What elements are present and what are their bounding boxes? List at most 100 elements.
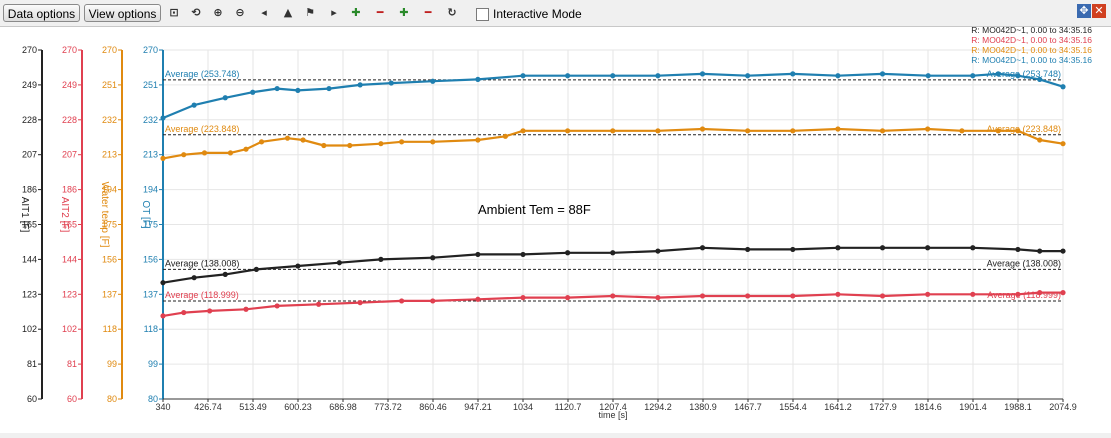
y-tick-label-water: 80 <box>107 394 117 404</box>
data-point-water <box>399 139 405 145</box>
data-point-ot <box>565 73 571 79</box>
remove-y-cursor-icon[interactable]: ━ <box>424 6 432 19</box>
x-axis-title: time [s] <box>598 410 627 420</box>
y-tick-label-ait1: 249 <box>22 80 37 90</box>
x-tick-label: 513.49 <box>239 402 267 412</box>
data-point-ait1 <box>475 251 481 258</box>
data-point-ait2 <box>835 291 841 297</box>
data-point-ait1 <box>699 245 706 251</box>
data-point-ait2 <box>274 303 280 309</box>
data-point-water <box>835 126 841 132</box>
data-point-ot <box>430 78 436 84</box>
data-point-ait2 <box>357 300 363 306</box>
move-icon[interactable]: ✥ <box>1077 4 1091 18</box>
y-tick-label-ot: 251 <box>143 80 158 90</box>
y-tick-label-ait2: 249 <box>62 80 77 90</box>
legend-entry: R: MO042D~1, 0.00 to 34:35.16 <box>971 27 1092 35</box>
data-point-ait1 <box>790 246 796 253</box>
data-point-ait2 <box>655 295 661 301</box>
zoom-reset-icon[interactable]: ⟲ <box>191 6 201 19</box>
x-tick-label: 773.72 <box>374 402 402 412</box>
data-point-ait1 <box>970 245 976 251</box>
x-tick-label: 1641.2 <box>824 402 852 412</box>
zoom-in-icon[interactable]: ⊕ <box>213 6 223 19</box>
data-point-ait2 <box>699 293 706 299</box>
data-point-ait2 <box>1060 290 1066 296</box>
y-tick-label-ait1: 60 <box>27 394 37 404</box>
data-point-water <box>258 139 265 145</box>
x-tick-label: 1380.9 <box>689 402 717 412</box>
zoom-box-icon[interactable]: ⊡ <box>169 6 179 19</box>
data-point-ot <box>295 87 301 94</box>
data-point-water <box>790 128 796 134</box>
x-tick-label: 1554.4 <box>779 402 807 412</box>
data-point-ait2 <box>745 293 751 299</box>
pan-left-icon[interactable]: ◂ <box>261 6 267 19</box>
data-point-water <box>1037 137 1043 143</box>
play-forward-icon[interactable]: ▸ <box>331 6 337 19</box>
x-tick-label: 947.21 <box>464 402 492 412</box>
average-label-right-water: Average (223.848) <box>987 124 1061 134</box>
y-tick-label-water: 194 <box>102 185 117 195</box>
data-point-ait2 <box>160 313 166 319</box>
data-point-water <box>925 126 931 132</box>
data-point-ait2 <box>1015 291 1021 297</box>
toolbar: Data options View options ⊡ ⟲ ⊕ ⊖ ◂ ▲ ⚑ … <box>0 0 1111 27</box>
remove-x-cursor-icon[interactable]: ━ <box>376 6 384 19</box>
legend-entry: R: MO042D~1, 0.00 to 34:35.16 <box>971 45 1092 55</box>
x-tick-label: 340 <box>155 402 170 412</box>
data-point-ait1 <box>655 248 661 254</box>
view-options-button[interactable]: View options <box>84 4 161 22</box>
y-tick-label-ait1: 270 <box>22 45 37 55</box>
zoom-out-icon[interactable]: ⊖ <box>235 6 245 19</box>
data-point-ait1 <box>191 275 197 281</box>
y-tick-label-ait1: 81 <box>27 359 37 369</box>
data-point-water <box>243 146 249 152</box>
add-y-cursor-icon[interactable]: ✚ <box>399 6 409 19</box>
refresh-icon[interactable]: ↻ <box>447 6 457 19</box>
y-tick-label-ot: 118 <box>144 324 158 334</box>
x-tick-label: 426.74 <box>194 402 222 412</box>
data-point-water <box>430 139 436 145</box>
x-tick-label: 1034 <box>513 402 533 412</box>
data-point-ait1 <box>295 263 301 269</box>
y-axis-title-ot: OT [F] <box>140 200 151 228</box>
data-point-ot <box>1037 76 1043 82</box>
average-label-right-ot: Average (253.748) <box>987 69 1061 79</box>
y-axis-title-ait2: AIT2 [F] <box>59 197 70 233</box>
y-tick-label-ait2: 123 <box>62 289 77 299</box>
interactive-mode-checkbox[interactable] <box>476 7 489 21</box>
average-label-right-ait1: Average (138.008) <box>987 258 1061 268</box>
y-tick-label-ot: 232 <box>143 115 158 125</box>
y-tick-label-water: 232 <box>102 115 117 125</box>
average-label-ot: Average (253.748) <box>165 69 239 79</box>
data-point-water <box>1060 141 1066 147</box>
y-tick-label-ot: 80 <box>148 394 158 404</box>
y-tick-label-ot: 175 <box>143 220 158 230</box>
cursor-flag-icon[interactable]: ⚑ <box>305 6 315 19</box>
cursor-up-icon[interactable]: ▲ <box>283 6 293 19</box>
data-point-ait2 <box>475 296 481 302</box>
data-point-ait1 <box>1060 248 1066 254</box>
interactive-mode-toggle[interactable]: Interactive Mode <box>476 6 582 22</box>
average-label-right-ait2: Average (118.999) <box>987 290 1061 300</box>
y-tick-label-ait2: 81 <box>67 359 77 369</box>
y-tick-label-ait2: 228 <box>62 115 77 125</box>
close-icon[interactable]: ✕ <box>1092 4 1106 18</box>
data-point-ot <box>610 73 616 79</box>
data-point-water <box>610 128 616 134</box>
data-point-ait2 <box>520 295 526 301</box>
y-tick-label-ait1: 144 <box>22 254 37 264</box>
data-options-button[interactable]: Data options <box>3 4 80 22</box>
data-point-ot <box>790 71 796 77</box>
series-line-water <box>162 127 1064 160</box>
y-tick-label-ait2: 102 <box>62 324 77 334</box>
y-tick-label-ait1: 123 <box>22 289 37 299</box>
interactive-mode-label: Interactive Mode <box>493 7 582 21</box>
x-tick-label: 1988.1 <box>1004 402 1032 412</box>
series-line-ot <box>162 72 1064 120</box>
add-x-cursor-icon[interactable]: ✚ <box>351 6 361 19</box>
x-tick-label: 1120.7 <box>555 402 582 412</box>
data-point-ot <box>970 73 976 79</box>
data-point-ot <box>1060 84 1066 90</box>
